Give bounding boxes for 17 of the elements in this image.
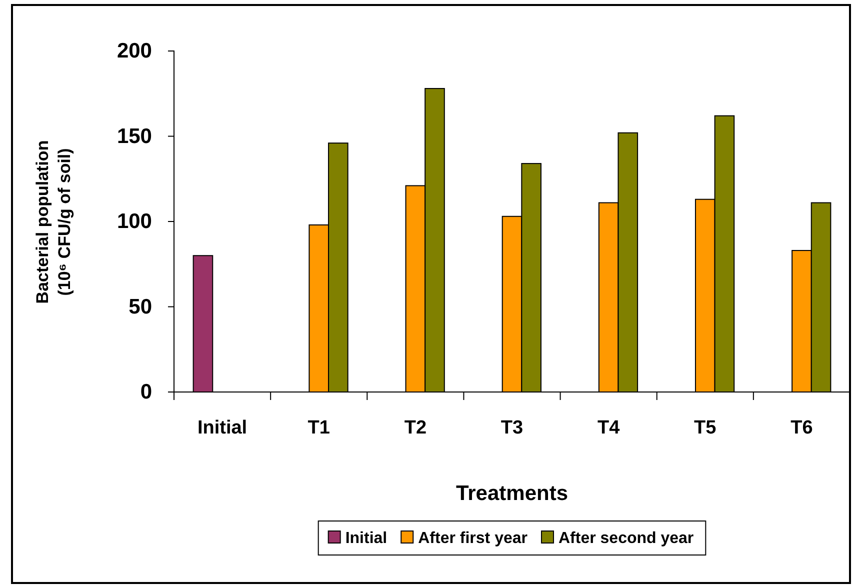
- x-tick-label: T3: [500, 417, 524, 438]
- y-tick-label: 0: [140, 380, 152, 404]
- x-tick-label: T1: [308, 417, 330, 438]
- x-tick-label: T4: [597, 417, 620, 438]
- x-tick-label: T2: [404, 417, 427, 438]
- x-tick-label: T5: [694, 417, 717, 438]
- y-tick-label: 200: [116, 40, 152, 63]
- x-tick-label: T6: [790, 417, 813, 438]
- x-axis-title: Treatments: [456, 482, 568, 505]
- legend-label: Initial: [345, 530, 388, 547]
- y-tick-label: 100: [116, 210, 152, 234]
- legend-label: After first year: [418, 530, 528, 547]
- x-tick-label: Initial: [197, 417, 248, 438]
- legend-label: After second year: [558, 530, 694, 547]
- y-tick-label: 150: [116, 124, 152, 148]
- y-tick-label: 50: [128, 295, 152, 318]
- y-axis-title: Bacterial population (10⁶ CFU/g of soil): [33, 140, 74, 304]
